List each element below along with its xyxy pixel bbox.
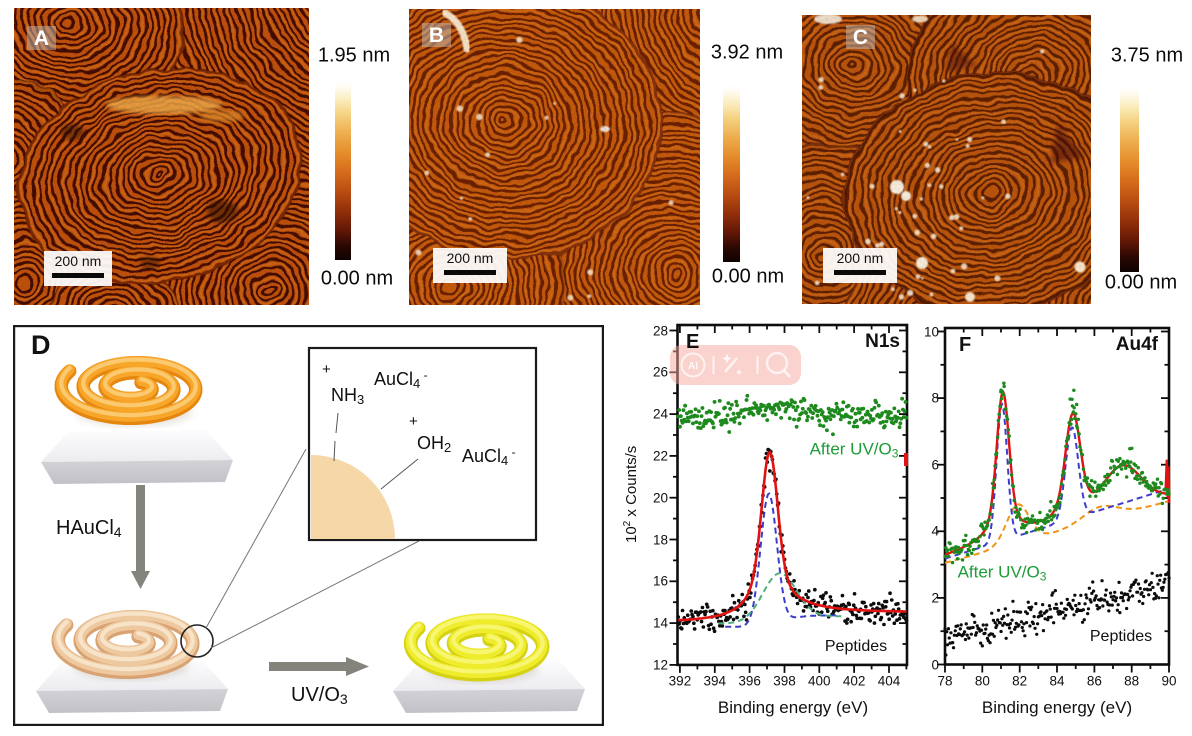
svg-text:AI: AI (688, 361, 698, 372)
